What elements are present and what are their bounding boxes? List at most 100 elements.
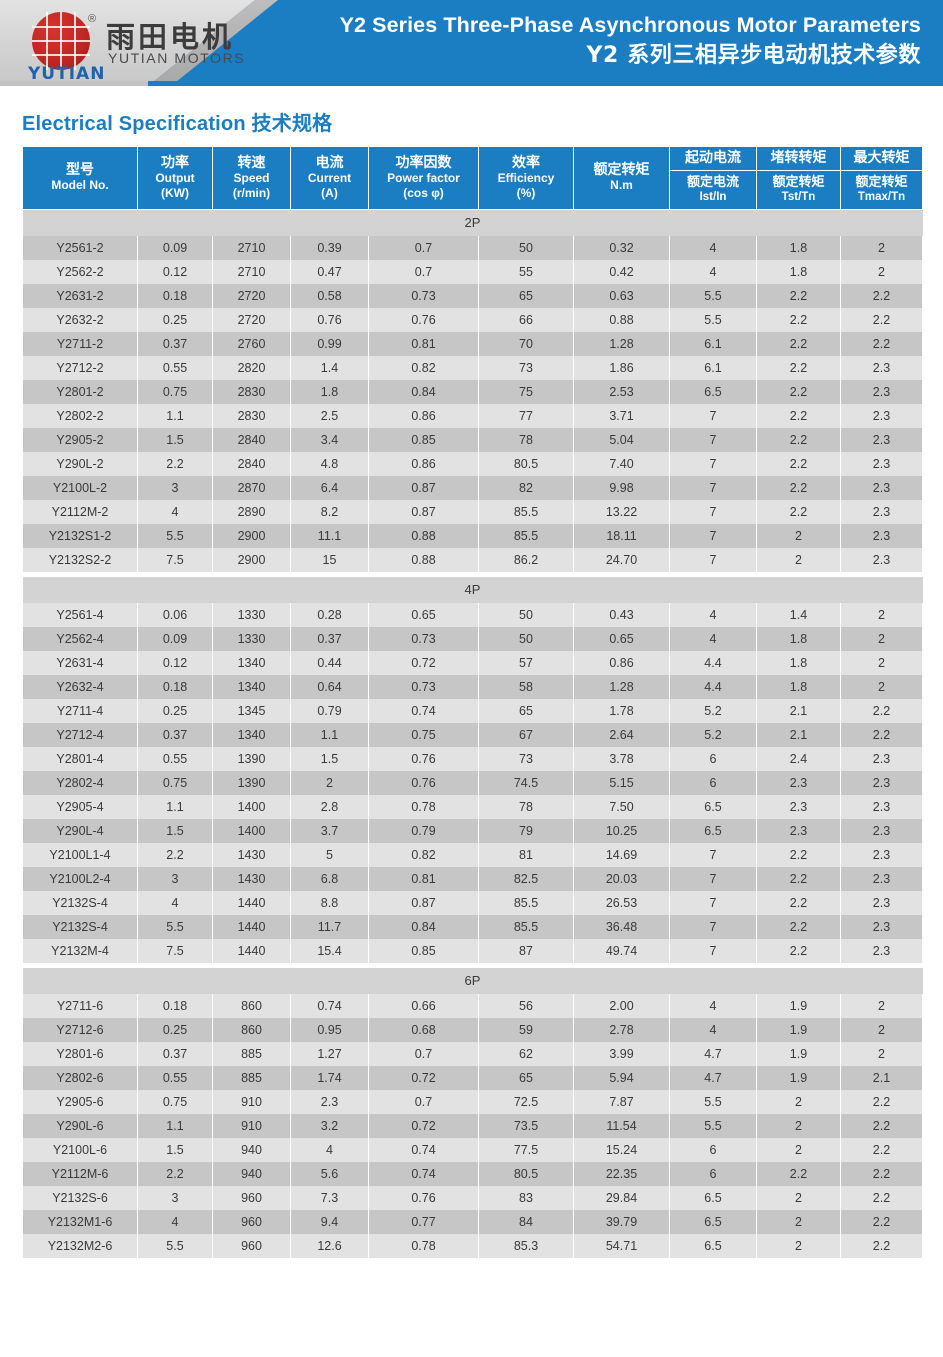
table-row: Y2561-4 0.06 1330 0.28 0.65 50 0.43 4 1.4 2: [22, 602, 923, 627]
cell-value: 2.3: [840, 794, 923, 819]
cell-value: 4: [669, 626, 757, 651]
cell-value: 2.2: [840, 698, 923, 723]
cell-value: 0.74: [368, 1161, 479, 1186]
cell-value: 2890: [212, 499, 291, 524]
cell-value: 14.69: [573, 842, 670, 867]
cell-model-no: Y2712-6: [22, 1017, 138, 1042]
cell-value: 1.8: [290, 379, 369, 404]
cell-value: 3.99: [573, 1041, 670, 1066]
cell-value: 39.79: [573, 1209, 670, 1234]
cell-value: 8.8: [290, 890, 369, 915]
cell-value: 15: [290, 547, 369, 572]
col-header-en: Power factor: [387, 170, 460, 185]
cell-value: 77.5: [478, 1137, 574, 1162]
table-row: Y2802-6 0.55 885 1.74 0.72 65 5.94 4.7 1.9 2.1: [22, 1065, 923, 1090]
cell-model-no: Y2562-2: [22, 259, 138, 284]
cell-value: 67: [478, 722, 574, 747]
cell-value: 0.09: [137, 626, 213, 651]
cell-value: 0.58: [290, 283, 369, 308]
cell-value: 0.12: [137, 650, 213, 675]
cell-model-no: Y2802-2: [22, 403, 138, 428]
col-header-cn: 额定转矩: [772, 175, 825, 190]
banner-title-block: Y2 Series Three-Phase Asynchronous Motor…: [340, 10, 921, 71]
cell-value: 2.2: [756, 331, 841, 356]
table-row: Y2132S2-2 7.5 2900 15 0.88 86.2 24.70 7 2 2.3: [22, 547, 923, 572]
cell-value: 7: [669, 938, 757, 963]
cell-value: 4: [137, 890, 213, 915]
col-header-cn: 额定转矩: [855, 175, 908, 190]
section-heading: Electrical Specification 技术规格: [22, 107, 943, 136]
cell-value: 0.25: [137, 307, 213, 332]
table-row: Y2712-4 0.37 1340 1.1 0.75 67 2.64 5.2 2.1 2.2: [22, 722, 923, 747]
cell-value: 7.50: [573, 794, 670, 819]
cell-value: 72.5: [478, 1089, 574, 1114]
cell-value: 0.37: [290, 626, 369, 651]
cell-value: 4.8: [290, 451, 369, 476]
cell-model-no: Y2712-2: [22, 355, 138, 380]
cell-value: 0.84: [368, 379, 479, 404]
cell-value: 2.3: [840, 938, 923, 963]
cell-value: 7: [669, 499, 757, 524]
cell-value: 0.86: [573, 650, 670, 675]
col-header-ist-in: 额定电流 Ist/In: [669, 170, 757, 210]
cell-value: 2.2: [756, 355, 841, 380]
cell-value: 7.5: [137, 938, 213, 963]
cell-value: 4: [669, 235, 757, 260]
cell-value: 1.28: [573, 331, 670, 356]
cell-value: 13.22: [573, 499, 670, 524]
cell-value: 1400: [212, 818, 291, 843]
table-row: Y2632-4 0.18 1340 0.64 0.73 58 1.28 4.4 1.8 2: [22, 674, 923, 699]
table-row: Y2712-6 0.25 860 0.95 0.68 59 2.78 4 1.9 2: [22, 1017, 923, 1042]
cell-value: 0.75: [137, 770, 213, 795]
cell-value: 65: [478, 1065, 574, 1090]
col-header-unit: (A): [321, 185, 338, 200]
cell-value: 0.44: [290, 650, 369, 675]
col-header-tst-tn: 额定转矩 Tst/Tn: [756, 170, 841, 210]
cell-model-no: Y290L-4: [22, 818, 138, 843]
cell-value: 910: [212, 1089, 291, 1114]
cell-value: 3: [137, 866, 213, 891]
cell-value: 860: [212, 1017, 291, 1042]
cell-value: 4: [137, 1209, 213, 1234]
cell-value: 78: [478, 794, 574, 819]
banner-title-chinese: Y2 系列三相异步电动机技术参数: [586, 43, 921, 68]
cell-value: 65: [478, 283, 574, 308]
cell-value: 2.3: [840, 499, 923, 524]
cell-value: 29.84: [573, 1185, 670, 1210]
col-header-en: Current: [307, 170, 352, 185]
table-row: Y290L-2 2.2 2840 4.8 0.86 80.5 7.40 7 2.2 2.3: [22, 451, 923, 476]
cell-value: 2.2: [756, 866, 841, 891]
cell-value: 5.5: [137, 523, 213, 548]
cell-value: 2.2: [756, 403, 841, 428]
table-row: Y2100L2-4 3 1430 6.8 0.81 82.5 20.03 7 2.2 2.3: [22, 866, 923, 891]
table-group-header-row: 4P: [22, 576, 923, 603]
cell-value: 1430: [212, 842, 291, 867]
logo-english-name: YUTIAN MOTORS: [108, 50, 246, 66]
cell-value: 1.5: [137, 427, 213, 452]
cell-value: 0.7: [368, 1041, 479, 1066]
cell-value: 2.3: [840, 842, 923, 867]
cell-value: 7: [669, 842, 757, 867]
cell-value: 0.12: [137, 259, 213, 284]
cell-model-no: Y2132M2-6: [22, 1233, 138, 1258]
cell-value: 83: [478, 1185, 574, 1210]
cell-value: 3.2: [290, 1113, 369, 1138]
cell-value: 1340: [212, 722, 291, 747]
cell-value: 5.5: [669, 307, 757, 332]
cell-model-no: Y2112M-2: [22, 499, 138, 524]
col-header-output: 功率 Output (KW): [137, 146, 213, 210]
cell-value: 0.99: [290, 331, 369, 356]
cell-value: 2: [756, 1089, 841, 1114]
cell-value: 2830: [212, 403, 291, 428]
cell-value: 82.5: [478, 866, 574, 891]
col-header-cn: 起动电流: [685, 150, 741, 166]
cell-value: 5: [290, 842, 369, 867]
cell-model-no: Y2132M1-6: [22, 1209, 138, 1234]
col-header-rated-torque: 额定转矩 N.m: [573, 146, 670, 210]
cell-value: 0.73: [368, 674, 479, 699]
cell-value: 0.88: [368, 547, 479, 572]
cell-value: 6.5: [669, 379, 757, 404]
col-header-unit: (%): [516, 185, 536, 200]
cell-value: 12.6: [290, 1233, 369, 1258]
table-row: Y2632-2 0.25 2720 0.76 0.76 66 0.88 5.5 2.2 2.2: [22, 307, 923, 332]
